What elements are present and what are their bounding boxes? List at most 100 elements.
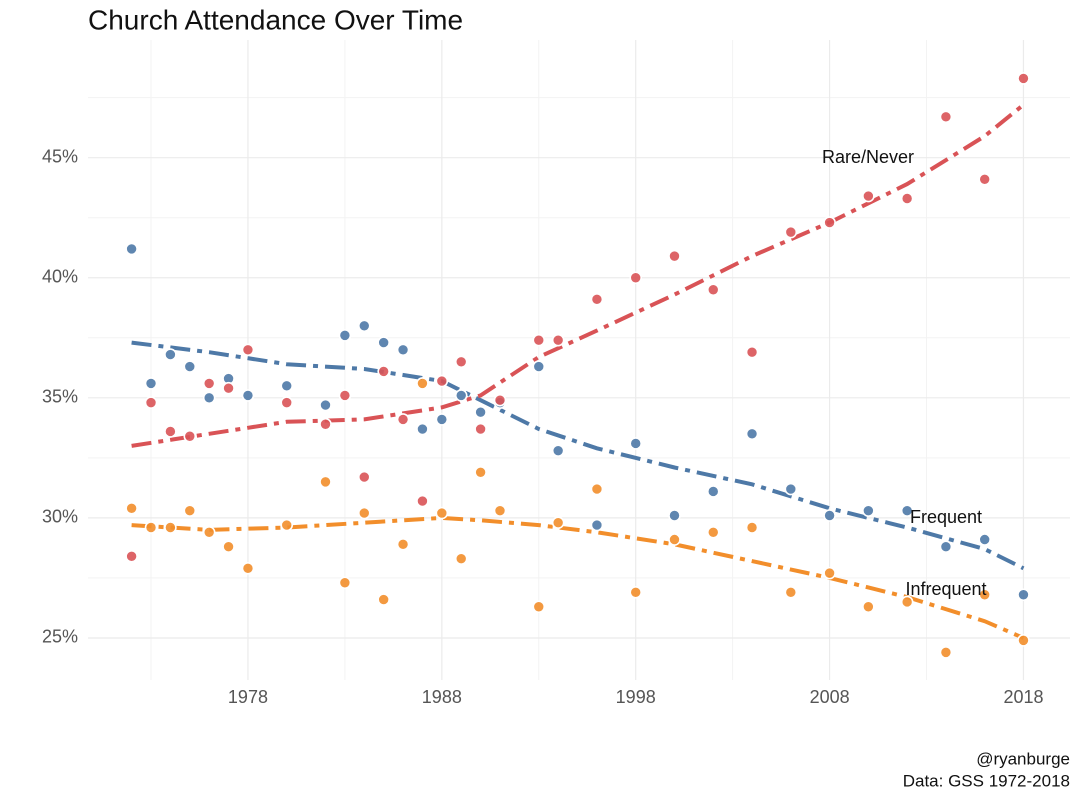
point <box>454 552 468 566</box>
point <box>183 429 197 443</box>
point <box>493 504 507 517</box>
point <box>784 225 798 239</box>
point <box>416 377 429 390</box>
point <box>551 444 565 457</box>
point <box>338 329 352 342</box>
point <box>532 360 546 373</box>
caption: Data: GSS 1972-2018 <box>903 771 1070 790</box>
point <box>416 494 429 508</box>
point <box>551 333 565 347</box>
point <box>435 506 449 520</box>
point <box>474 422 487 436</box>
point <box>144 377 158 390</box>
y-tick-label: 25% <box>42 627 78 647</box>
point <box>939 110 953 124</box>
point <box>978 588 991 602</box>
chart-title: Church Attendance Over Time <box>88 4 463 35</box>
point <box>823 216 836 229</box>
point <box>164 521 177 534</box>
x-tick-label: 2008 <box>810 687 850 707</box>
point <box>202 377 216 390</box>
point <box>222 381 235 395</box>
point <box>532 600 546 614</box>
point <box>862 504 875 517</box>
point <box>1017 588 1030 602</box>
point <box>280 396 294 409</box>
point <box>706 283 720 297</box>
point <box>939 540 953 554</box>
point <box>435 374 449 388</box>
point <box>280 379 294 393</box>
point <box>668 509 681 522</box>
point <box>164 348 177 361</box>
point <box>629 586 643 599</box>
point <box>784 482 798 496</box>
point <box>241 343 255 357</box>
point <box>900 595 914 609</box>
y-tick-label: 45% <box>42 146 78 166</box>
x-tick-label: 1998 <box>616 687 656 707</box>
point <box>144 521 158 534</box>
point <box>280 518 294 532</box>
point <box>222 540 235 554</box>
series-label: Rare/Never <box>822 147 914 167</box>
point <box>377 336 390 349</box>
point <box>706 526 720 539</box>
point <box>532 333 546 347</box>
point <box>474 405 487 419</box>
trend-line <box>131 103 1025 448</box>
point <box>551 516 565 530</box>
point <box>1017 72 1030 85</box>
point <box>319 417 332 431</box>
point <box>784 586 798 599</box>
point <box>978 533 991 546</box>
point <box>357 506 371 520</box>
series-label: Infrequent <box>905 579 986 599</box>
point <box>1017 634 1030 647</box>
point <box>125 242 138 256</box>
point <box>939 646 953 659</box>
point <box>745 345 759 359</box>
point <box>435 413 449 426</box>
series-label: Frequent <box>910 507 982 527</box>
trend-line <box>131 515 1025 640</box>
y-tick-label: 35% <box>42 387 78 407</box>
point <box>823 566 836 580</box>
point <box>125 550 138 563</box>
point <box>396 343 410 357</box>
point <box>357 319 371 333</box>
point <box>144 396 158 409</box>
point <box>474 465 487 479</box>
point <box>454 389 468 402</box>
point <box>900 504 914 517</box>
point <box>590 293 604 306</box>
point <box>706 485 720 498</box>
point <box>416 422 429 436</box>
point <box>377 365 390 378</box>
point <box>493 393 507 407</box>
point <box>319 398 332 412</box>
point <box>396 413 410 426</box>
point <box>164 425 177 438</box>
x-tick-label: 1978 <box>228 687 268 707</box>
point <box>745 521 759 534</box>
x-tick-label: 2018 <box>1003 687 1043 707</box>
point <box>241 389 255 402</box>
point <box>125 501 138 515</box>
point <box>823 509 836 522</box>
point <box>183 504 197 517</box>
point <box>668 249 681 263</box>
point <box>629 271 643 285</box>
y-tick-label: 40% <box>42 266 78 286</box>
point <box>745 427 759 441</box>
point <box>338 389 352 402</box>
point <box>183 360 197 373</box>
point <box>629 437 643 450</box>
trend-line <box>131 340 1025 571</box>
point <box>862 600 875 614</box>
point <box>590 518 604 532</box>
point <box>862 189 875 203</box>
point <box>241 562 255 575</box>
